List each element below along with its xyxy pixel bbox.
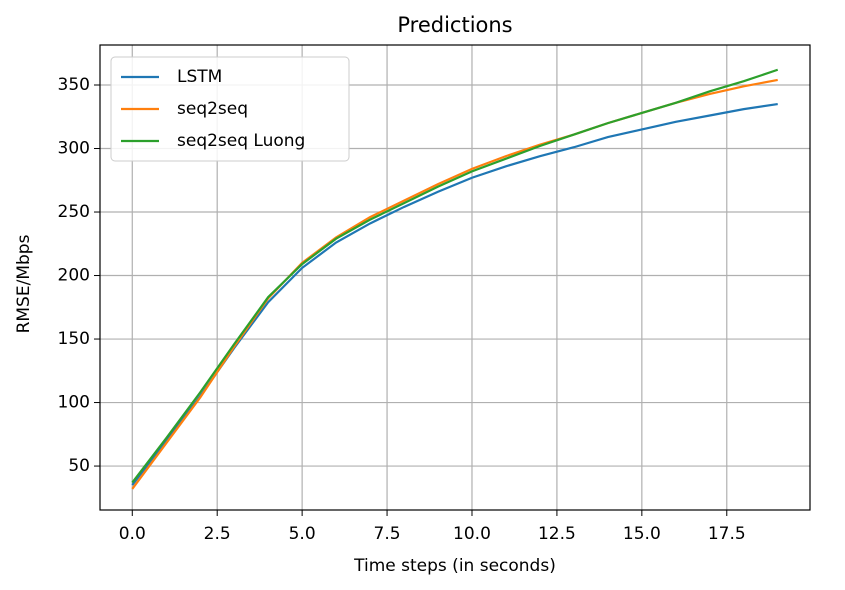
y-tick-label: 200 — [58, 266, 90, 286]
legend-box — [110, 56, 350, 162]
line-series — [131, 68, 779, 484]
y-tick-label: 100 — [58, 393, 90, 413]
y-tick-label: 350 — [58, 75, 90, 95]
x-axis-label: Time steps (in seconds) — [353, 556, 556, 576]
y-tick-label: 250 — [58, 202, 90, 222]
x-tick-label: 15.0 — [623, 524, 661, 544]
legend-label: seq2seq — [177, 99, 248, 119]
x-tick-label: 2.5 — [204, 524, 231, 544]
y-tick-label: 300 — [58, 139, 90, 159]
y-axis-label: RMSE/Mbps — [14, 234, 34, 333]
x-tick-label: 7.5 — [374, 524, 401, 544]
x-tick-label: 12.5 — [538, 524, 576, 544]
x-tick-label: 5.0 — [289, 524, 316, 544]
x-tick-label: 10.0 — [453, 524, 491, 544]
y-tick-label: 50 — [68, 456, 90, 476]
legend-label: LSTM — [177, 67, 222, 87]
y-tick-label: 150 — [58, 329, 90, 349]
chart-title: Predictions — [397, 13, 512, 37]
x-tick-label: 0.0 — [119, 524, 146, 544]
plot-frame — [99, 44, 811, 511]
legend-label: seq2seq Luong — [177, 131, 305, 151]
x-tick-label: 17.5 — [708, 524, 746, 544]
legend: LSTM seq2seq seq2seq Luong — [110, 56, 350, 162]
